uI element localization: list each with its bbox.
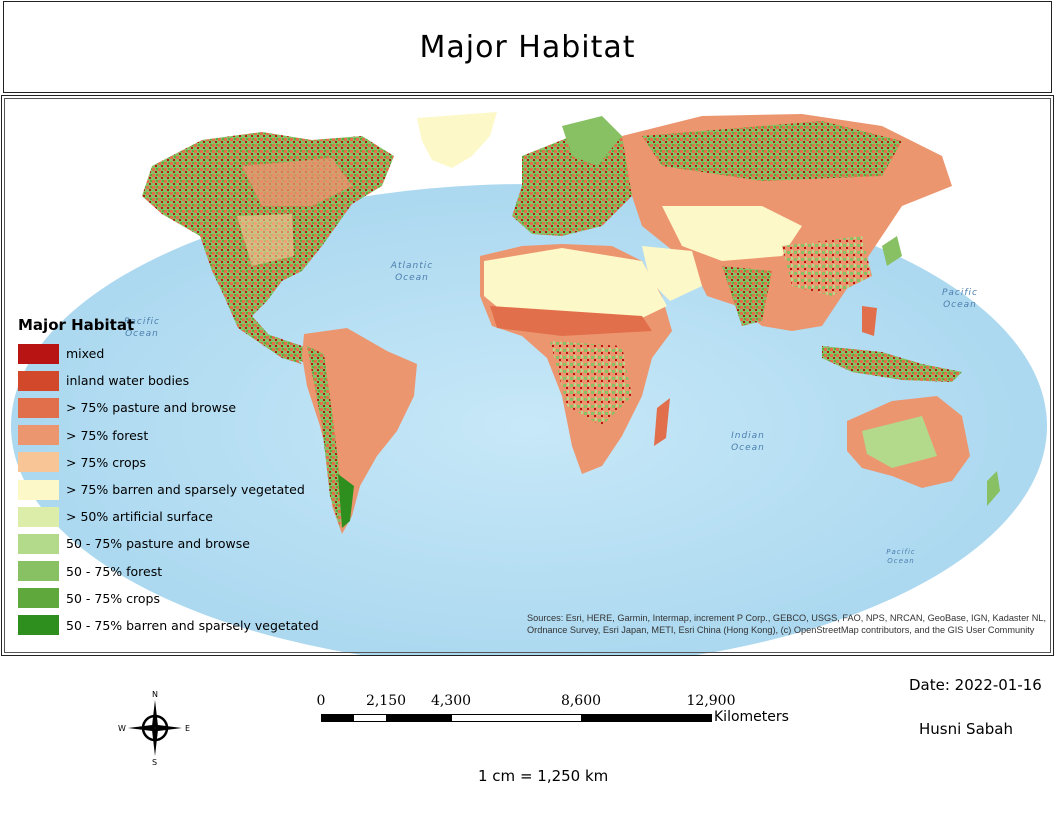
ocean-name: Pacific <box>941 288 978 298</box>
legend-swatch <box>18 343 59 364</box>
compass-north-label: N <box>152 690 158 699</box>
legend-swatch <box>18 615 59 636</box>
ocean-name: Indian <box>731 431 765 441</box>
landmass-japan <box>882 236 902 266</box>
landmass-new-zealand <box>987 471 1000 506</box>
ocean-name: Atlantic <box>390 261 434 271</box>
legend-item: > 75% forest <box>18 422 319 449</box>
scale-tick-label: 4,300 <box>430 693 472 709</box>
legend-swatch <box>18 397 59 418</box>
legend-swatch <box>18 561 59 582</box>
scale-tick-label: 12,900 <box>686 693 736 709</box>
legend-swatch <box>18 506 59 527</box>
scale-tick-label: 8,600 <box>560 693 602 709</box>
ocean-sub: Ocean <box>731 443 765 453</box>
compass-rose-icon <box>128 700 182 756</box>
ocean-sub: Ocean <box>395 273 429 283</box>
north-arrow: N S W E <box>112 686 202 770</box>
legend-label: > 50% artificial surface <box>66 509 213 525</box>
landmass-europe <box>512 136 642 236</box>
legend-swatch <box>18 533 59 554</box>
scale-bar: 0 2,150 4,300 8,600 12,900 Kilometers <box>310 693 810 733</box>
ocean-name: Pacific <box>123 317 160 327</box>
region-canada-interior <box>242 158 352 206</box>
scale-segment <box>451 714 582 722</box>
legend-item: mixed <box>18 340 319 367</box>
ocean-label-pacific-west: Pacific Ocean <box>932 287 988 311</box>
compass-west-label: W <box>118 724 126 733</box>
ocean-sub: Ocean <box>943 300 977 310</box>
legend-label: 50 - 75% pasture and browse <box>66 536 250 552</box>
ocean-name: Pacific <box>886 548 916 556</box>
ocean-label-pacific-east: Pacific Ocean <box>114 316 170 340</box>
legend-label: > 75% forest <box>66 427 149 443</box>
legend: Major Habitat mixed inland water bodies > … <box>18 316 319 639</box>
landmass-south-america <box>302 328 417 534</box>
legend-swatch <box>18 425 59 446</box>
scale-ratio: 1 cm = 1,250 km <box>478 767 609 785</box>
title-frame: Major Habitat <box>3 1 1052 93</box>
ocean-label-atlantic: Atlantic Ocean <box>384 260 440 284</box>
region-great-plains <box>237 214 294 266</box>
map-title: Major Habitat <box>419 29 636 65</box>
legend-label: 50 - 75% crops <box>66 590 160 606</box>
legend-label: mixed <box>66 346 105 362</box>
scale-tick-label: 2,150 <box>365 693 407 709</box>
compass-east-label: E <box>185 724 191 733</box>
legend-item: > 75% pasture and browse <box>18 394 319 421</box>
region-central-asia-desert <box>662 206 802 261</box>
legend-item: 50 - 75% forest <box>18 558 319 585</box>
legend-label: 50 - 75% barren and sparsely vegetated <box>66 617 319 633</box>
legend-label: > 75% crops <box>66 454 147 470</box>
ocean-label-indian: Indian Ocean <box>720 430 776 454</box>
ocean-sub: Ocean <box>887 557 915 565</box>
region-india <box>722 266 772 326</box>
landmass-indonesia <box>822 346 962 382</box>
scale-segment <box>581 714 712 722</box>
scale-unit-label: Kilometers <box>714 709 789 725</box>
region-china <box>782 236 872 296</box>
landmass-greenland <box>417 112 497 168</box>
legend-label: > 75% barren and sparsely vegetated <box>66 482 305 498</box>
scale-segment <box>386 714 452 722</box>
date-label: Date: 2022-01-16 <box>909 676 1042 694</box>
ocean-sub: Ocean <box>125 329 159 339</box>
legend-item: > 50% artificial surface <box>18 503 319 530</box>
legend-item: 50 - 75% barren and sparsely vegetated <box>18 612 319 639</box>
scale-segment <box>353 714 387 722</box>
region-scandinavia <box>562 116 622 166</box>
region-andes <box>307 346 342 528</box>
legend-items: mixed inland water bodies > 75% pasture an… <box>18 340 319 639</box>
sources-attribution: Sources: Esri, HERE, Garmin, Intermap, i… <box>527 613 1047 635</box>
compass-south-label: S <box>152 758 158 767</box>
legend-title: Major Habitat <box>18 316 135 334</box>
landmass-madagascar <box>654 398 670 446</box>
scale-segment <box>321 714 354 722</box>
legend-item: inland water bodies <box>18 367 319 394</box>
region-australia-interior <box>862 416 937 468</box>
ocean-label-pacific-south: Pacific Ocean <box>876 548 926 566</box>
legend-item: 50 - 75% pasture and browse <box>18 530 319 557</box>
legend-item: 50 - 75% crops <box>18 585 319 612</box>
legend-swatch <box>18 370 59 391</box>
region-patagonia <box>338 474 354 528</box>
legend-label: 50 - 75% forest <box>66 563 163 579</box>
scale-tick-label: 0 <box>316 693 326 709</box>
legend-swatch <box>18 588 59 609</box>
legend-label: > 75% pasture and browse <box>66 400 237 416</box>
map-frame[interactable]: Atlantic Ocean Pacific Ocean Pacific Oce… <box>1 95 1054 656</box>
author-label: Husni Sabah <box>919 720 1013 738</box>
legend-swatch <box>18 452 59 473</box>
region-arabia <box>642 246 702 301</box>
region-sahara <box>484 248 667 318</box>
legend-swatch <box>18 479 59 500</box>
legend-item: > 75% barren and sparsely vegetated <box>18 476 319 503</box>
legend-label: inland water bodies <box>66 373 190 389</box>
legend-item: > 75% crops <box>18 449 319 476</box>
region-central-africa <box>550 341 632 426</box>
landmass-philippines <box>862 306 877 336</box>
world-map[interactable] <box>2 96 1054 656</box>
region-sahel <box>490 306 652 336</box>
region-siberia <box>642 121 902 181</box>
